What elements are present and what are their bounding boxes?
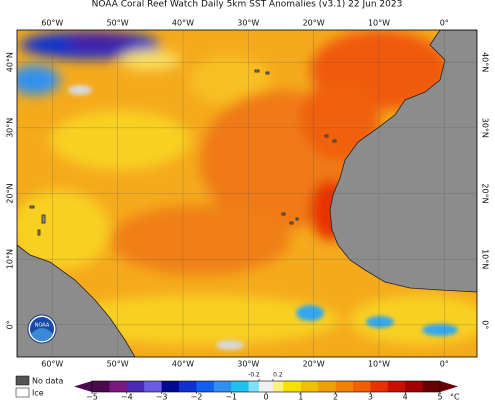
colorbar-segment <box>179 381 197 392</box>
colorbar-tick-label: 0 <box>263 393 268 400</box>
ice-swatch <box>15 387 30 398</box>
colorbar-tick-label: 4 <box>403 393 408 400</box>
lon-label: 0° <box>440 19 449 28</box>
colorbar-segment <box>300 381 319 392</box>
lon-label: 50°W <box>107 360 129 369</box>
no-data-swatch <box>15 375 30 386</box>
colorbar-segment <box>335 381 354 392</box>
lat-label: 20°N <box>481 183 490 203</box>
lat-label: 30°N <box>481 118 490 138</box>
lon-label: 10°W <box>368 360 390 369</box>
colorbar-arrow <box>440 381 458 392</box>
colorbar-segment <box>109 381 128 392</box>
islands <box>29 69 337 236</box>
noaa-logo: NOAA <box>27 314 57 344</box>
lon-label: 10°W <box>368 19 390 28</box>
lat-label: 10°N <box>6 249 15 269</box>
colorbar-tick-label: 5 <box>437 393 442 400</box>
legend-label: No data <box>32 377 64 386</box>
colorbar-segment <box>353 381 371 392</box>
colorbar-segment <box>370 381 389 392</box>
colorbar-segment <box>318 381 336 392</box>
colorbar-segment <box>92 381 110 392</box>
colorbar-segment <box>196 381 215 392</box>
lat-label: 0° <box>6 320 15 329</box>
land-africa <box>329 30 477 293</box>
colorbar-segment <box>272 381 284 392</box>
lon-label: 20°W <box>303 360 325 369</box>
colorbar-tick-label: 2 <box>333 393 338 400</box>
colorbar-segment <box>126 381 145 392</box>
lon-label: 60°W <box>41 19 63 28</box>
lat-label: 30°N <box>6 118 15 138</box>
colorbar-segment <box>283 381 302 392</box>
lat-label: 10°N <box>481 249 490 269</box>
lon-label: 30°W <box>237 19 259 28</box>
lon-label: 40°W <box>172 19 194 28</box>
colorbar-tick-label: −4 <box>121 393 133 400</box>
logo-text: NOAA <box>35 323 50 329</box>
colorbar-minor-label: -0.2 <box>248 372 260 379</box>
colorbar-segment <box>213 381 232 392</box>
colorbar-segment <box>422 381 441 392</box>
title: NOAA Coral Reef Watch Daily 5km SST Anom… <box>92 0 403 10</box>
colorbar-unit: °C <box>450 393 460 400</box>
colorbar-segment <box>144 381 162 392</box>
colorbar-tick-label: −3 <box>156 393 168 400</box>
lon-label: 20°W <box>303 19 325 28</box>
lon-label: 0° <box>440 360 449 369</box>
colorbar-arrow <box>74 381 92 392</box>
lon-label: 30°W <box>237 360 259 369</box>
colorbar-segment <box>231 381 249 392</box>
lon-label: 40°W <box>172 360 194 369</box>
colorbar-tick-label: −2 <box>191 393 203 400</box>
lat-label: 40°N <box>6 52 15 72</box>
legend-label: Ice <box>32 389 44 398</box>
colorbar-segment <box>405 381 423 392</box>
colorbar: −5 −4 −3 −2 −1 0 1 2 3 4 5 -0.2 0.2 °C <box>74 372 460 400</box>
colorbar-tick-label: 3 <box>368 393 373 400</box>
colorbar-tick-label: −5 <box>86 393 98 400</box>
colorbar-tick-label: 1 <box>298 393 303 400</box>
colorbar-segment <box>259 381 274 392</box>
colorbar-minor-label: 0.2 <box>273 372 283 379</box>
lon-label: 60°W <box>41 360 63 369</box>
colorbar-segment <box>387 381 406 392</box>
colorbar-segment <box>161 381 180 392</box>
map <box>17 30 477 357</box>
lat-label: 40°N <box>481 52 490 72</box>
lat-label: 20°N <box>6 183 15 203</box>
lat-label: 0° <box>481 320 490 329</box>
colorbar-tick-label: −1 <box>225 393 237 400</box>
colorbar-segment <box>248 381 260 392</box>
map-frame <box>16 29 478 358</box>
lon-label: 50°W <box>107 19 129 28</box>
